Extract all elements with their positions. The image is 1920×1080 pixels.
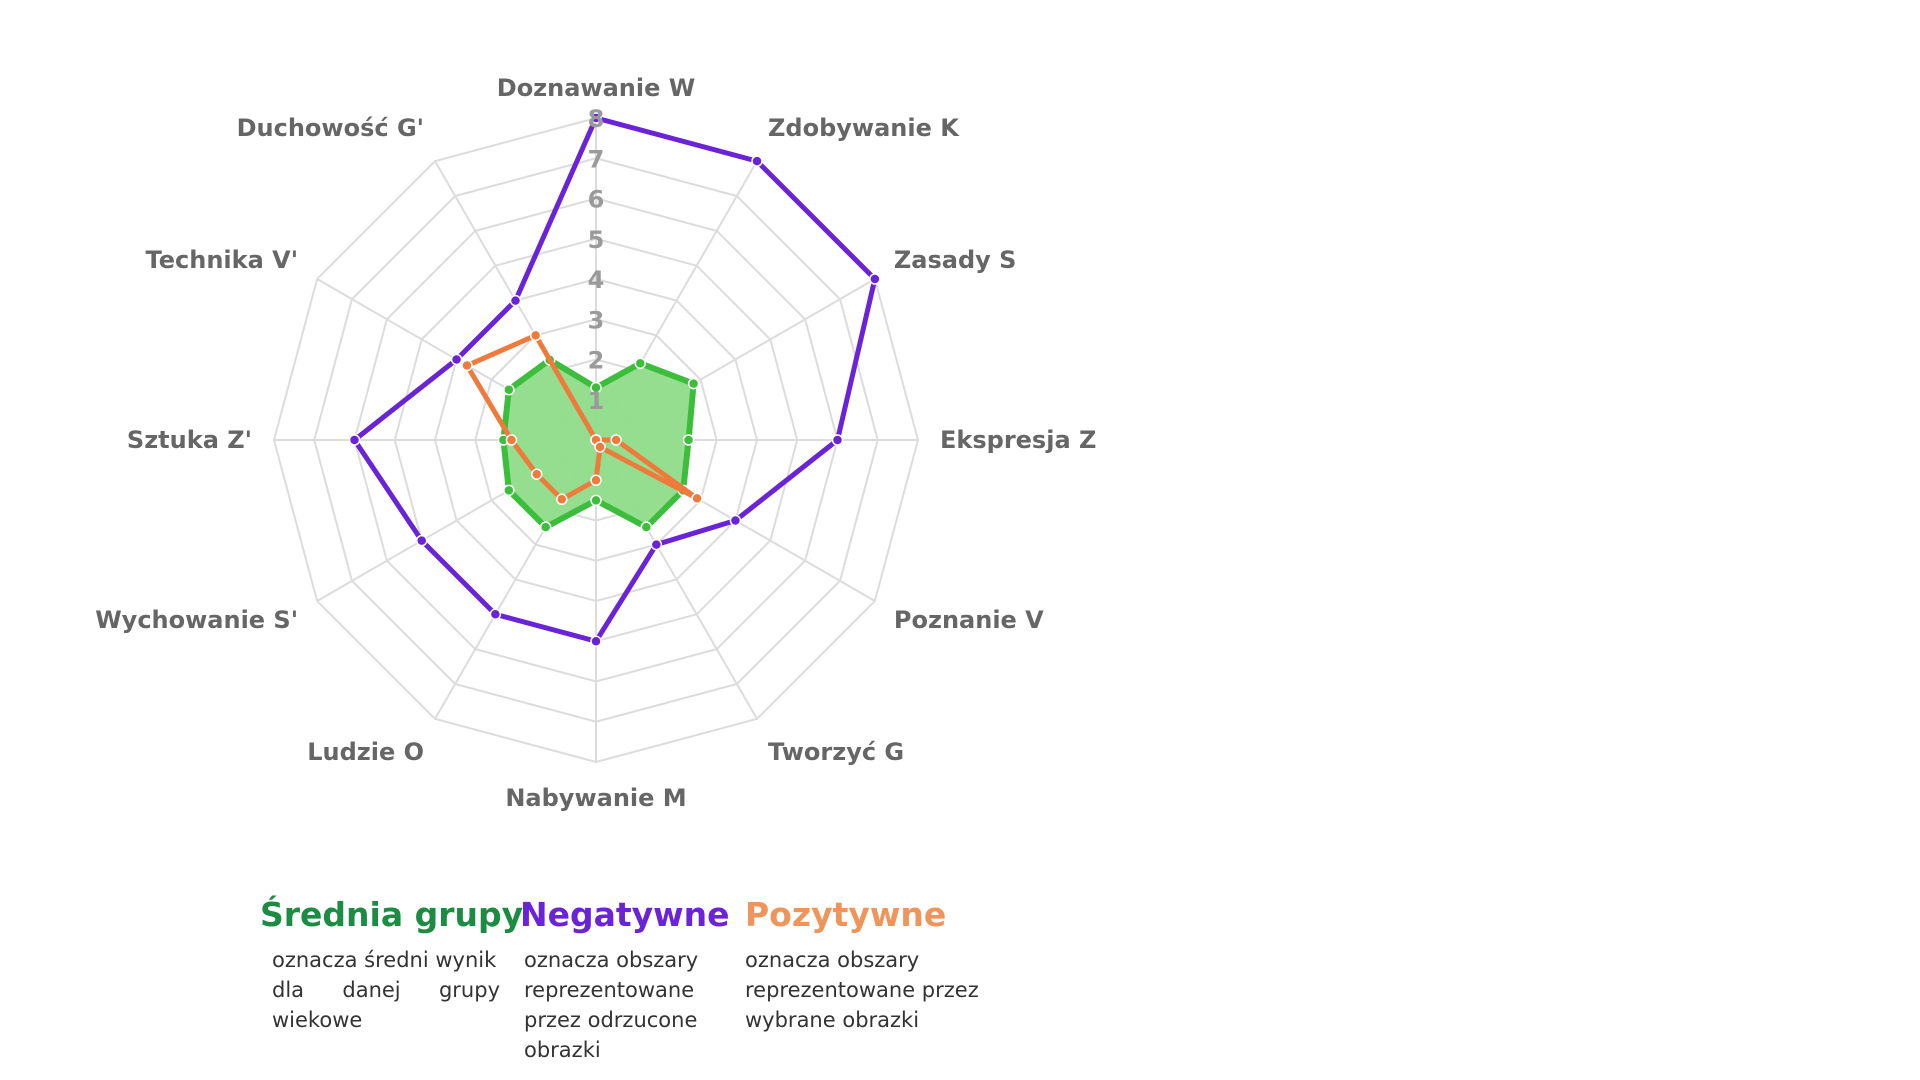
data-point [831, 434, 844, 446]
axis-label: Nabywanie M [505, 784, 686, 812]
radar-series [348, 112, 881, 647]
axis-label: Sztuka Z' [127, 426, 252, 454]
legend-title: Pozytywne [745, 895, 947, 934]
r-tick-label: 1 [588, 387, 605, 415]
axis-label: Ekspresja Z [940, 426, 1096, 454]
data-point [640, 521, 653, 533]
legend-description: oznacza średni wynik dla danej grupy wie… [260, 945, 500, 1035]
radar-axis-labels: Doznawanie W Zdobywanie K Zasady S Ekspresj… [95, 74, 1096, 812]
legend-item-negative: Negatywne oznacza obszary reprezentowane… [520, 895, 730, 1065]
data-point [489, 608, 502, 621]
axis-label: Zdobywanie K [768, 114, 960, 142]
data-point [556, 493, 568, 506]
axis-label: Poznanie V [894, 606, 1044, 634]
radar-tick-labels: 1 2 3 4 5 6 7 8 [588, 105, 605, 415]
data-point [594, 441, 606, 453]
data-point [503, 383, 515, 396]
r-tick-label: 3 [588, 306, 605, 334]
legend-item-positive: Pozytywne oznacza obszary reprezentowane… [745, 895, 995, 1035]
axis-label: Wychowanie S' [95, 606, 298, 634]
series-negative [348, 112, 881, 647]
data-point [650, 538, 663, 551]
legend-desc-line: oznacza średni wynik [272, 948, 497, 972]
legend-description: oznacza obszary reprezentowane przez wyb… [745, 945, 995, 1035]
data-point [634, 357, 647, 370]
data-point [509, 294, 522, 307]
data-point [590, 381, 602, 394]
legend-desc-line: wiekowe [272, 1008, 363, 1032]
data-point [687, 377, 700, 390]
legend-title: Średnia grupy [260, 895, 524, 934]
data-point [529, 329, 542, 342]
data-point [461, 359, 473, 372]
data-point [590, 112, 602, 124]
r-tick-label: 5 [588, 226, 605, 254]
axis-label: Doznawanie W [497, 74, 695, 102]
axis-label: Zasady S [894, 246, 1017, 274]
data-point [530, 468, 543, 480]
legend-desc-line: reprezentowane [524, 978, 695, 1002]
data-point [691, 492, 703, 505]
data-point [590, 474, 602, 486]
data-point [503, 484, 515, 497]
data-point [610, 434, 622, 446]
radar-chart: 1 2 3 4 5 6 7 8 Doznawanie W Zdobywanie K Zasady … [95, 74, 1096, 812]
r-tick-label: 4 [588, 266, 605, 294]
legend-item-group-average: Średnia grupy oznacza średni wynik dla d… [260, 895, 524, 1035]
data-point [869, 273, 881, 285]
axis-label: Technika V' [146, 246, 299, 274]
data-point [590, 635, 602, 647]
data-point [729, 514, 742, 527]
axis-label: Tworzyć G [768, 738, 904, 766]
data-point [348, 434, 361, 446]
r-tick-label: 8 [588, 105, 605, 133]
legend-description: oznacza obszary reprezentowane przez odr… [520, 945, 720, 1065]
data-point [415, 534, 428, 547]
axis-label: Ludzie O [307, 738, 424, 766]
data-point [450, 353, 463, 366]
data-point [751, 155, 763, 167]
legend-desc-line: oznacza obszary [524, 948, 699, 972]
legend-desc-line: obrazki [524, 1038, 601, 1062]
data-point [590, 494, 602, 507]
legend-desc-line: reprezentowane przez [745, 978, 979, 1002]
legend-desc-line: wybrane obrazki [745, 1008, 920, 1032]
data-point [539, 521, 552, 533]
series-positive [461, 329, 703, 506]
r-tick-label: 7 [588, 145, 605, 173]
data-point [505, 434, 518, 446]
data-point [682, 434, 695, 446]
r-tick-label: 2 [588, 347, 605, 375]
legend-desc-line: oznacza obszary [745, 948, 920, 972]
legend-title: Negatywne [520, 895, 730, 934]
r-tick-label: 6 [588, 186, 605, 214]
legend-desc-line: przez odrzucone [524, 1008, 698, 1032]
legend-desc-line: dla danej grupy [272, 978, 500, 1002]
axis-label: Duchowość G' [237, 114, 424, 142]
